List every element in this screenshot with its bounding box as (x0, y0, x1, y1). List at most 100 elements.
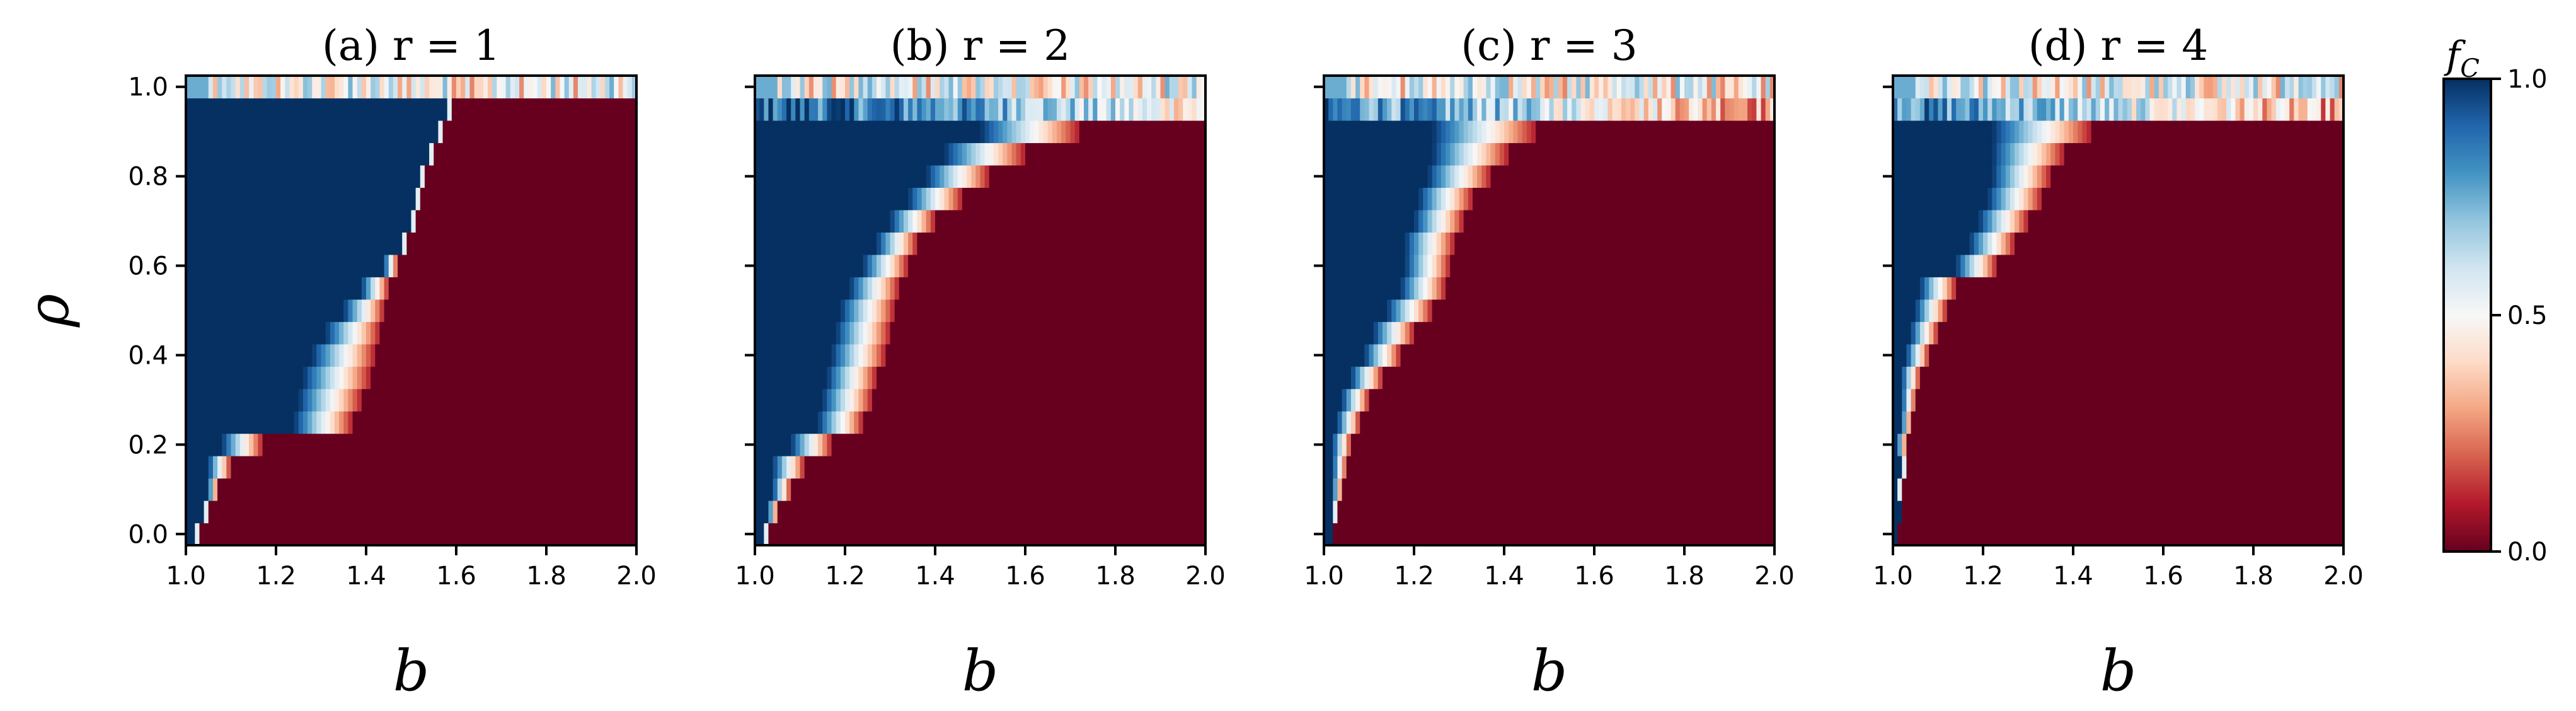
heatmap-cell (795, 388, 801, 412)
heatmap-cell (1702, 456, 1708, 479)
heatmap-cell (1576, 411, 1582, 434)
heatmap-cell (980, 433, 986, 456)
heatmap-cell (555, 277, 561, 300)
heatmap-cell (1513, 411, 1519, 434)
heatmap-cell (795, 456, 801, 479)
heatmap-cell (402, 98, 407, 121)
heatmap-cell (1747, 411, 1752, 434)
heatmap-cell (768, 366, 774, 390)
heatmap-cell (1115, 366, 1120, 390)
heatmap-cell (1342, 388, 1347, 412)
heatmap-cell (398, 98, 403, 121)
heatmap-cell (1047, 120, 1053, 144)
heatmap-cell (573, 277, 578, 300)
heatmap-cell (199, 120, 205, 144)
heatmap-cell (1160, 254, 1166, 277)
heatmap (186, 76, 637, 546)
heatmap-cell (1499, 523, 1505, 546)
heatmap-cell (989, 411, 994, 434)
heatmap-cell (1007, 142, 1013, 166)
heatmap-cell (604, 165, 610, 188)
heatmap-cell (1003, 433, 1008, 456)
heatmap-cell (1079, 120, 1084, 144)
heatmap-cell (388, 254, 394, 277)
heatmap-cell (190, 344, 195, 367)
heatmap-cell (325, 366, 331, 390)
heatmap-cell (791, 366, 796, 390)
heatmap-cell (795, 523, 801, 546)
heatmap-cell (1101, 232, 1107, 255)
heatmap-cell (357, 456, 362, 479)
heatmap-cell (434, 366, 439, 390)
heatmap-cell (800, 254, 805, 277)
heatmap-cell (1702, 411, 1708, 434)
heatmap-row (755, 388, 1206, 412)
heatmap-cell (375, 433, 381, 456)
heatmap-cell (560, 321, 565, 345)
heatmap-cell (1147, 254, 1152, 277)
heatmap-cell (854, 456, 860, 479)
heatmap-cell (406, 433, 412, 456)
heatmap-cell (456, 277, 461, 300)
heatmap-cell (424, 366, 430, 390)
heatmap-cell (912, 411, 917, 434)
heatmap-cell (564, 366, 570, 390)
heatmap-cell (627, 232, 633, 255)
heatmap-cell (474, 142, 480, 166)
heatmap-cell (1034, 209, 1040, 233)
heatmap-cell (877, 299, 882, 322)
heatmap-cell (199, 98, 205, 121)
heatmap-cell (488, 388, 493, 412)
heatmap-cell (804, 500, 810, 524)
heatmap-cell (768, 500, 774, 524)
heatmap-cell (321, 456, 326, 479)
heatmap-cell (894, 299, 900, 322)
heatmap-cell (993, 98, 999, 121)
heatmap-cell (438, 299, 444, 322)
heatmap-cell (1129, 388, 1134, 412)
heatmap-cell (461, 187, 466, 211)
heatmap-cell (849, 433, 854, 456)
heatmap-cell (1016, 165, 1021, 188)
heatmap-cell (840, 165, 846, 188)
heatmap-cell (989, 523, 994, 546)
heatmap-cell (1160, 433, 1166, 456)
heatmap-cell (366, 366, 371, 390)
heatmap-cell (1110, 478, 1116, 501)
heatmap-cell (800, 388, 805, 412)
heatmap-cell (519, 209, 524, 233)
heatmap-cell (899, 456, 904, 479)
heatmap-cell (1047, 433, 1053, 456)
heatmap-cell (244, 456, 250, 479)
heatmap-cell (1396, 478, 1401, 501)
heatmap-cell (334, 388, 340, 412)
heatmap-cell (271, 299, 277, 322)
heatmap-cell (488, 209, 493, 233)
heatmap-cell (469, 433, 475, 456)
heatmap-cell (348, 142, 354, 166)
heatmap-cell (587, 187, 592, 211)
heatmap-cell (420, 433, 425, 456)
heatmap-cell (1137, 120, 1143, 144)
heatmap-cell (759, 187, 764, 211)
heatmap-cell (1173, 277, 1179, 300)
heatmap-cell (808, 388, 814, 412)
heatmap-cell (262, 500, 268, 524)
heatmap-cell (1679, 500, 1685, 524)
heatmap-cell (212, 411, 218, 434)
heatmap-cell (827, 142, 832, 166)
heatmap-cell (1147, 366, 1152, 390)
heatmap-cell (271, 523, 277, 546)
heatmap-cell (831, 277, 837, 300)
heatmap-cell (398, 456, 403, 479)
heatmap-cell (1459, 500, 1464, 524)
heatmap-cell (967, 478, 972, 501)
heatmap-cell (239, 120, 245, 144)
heatmap-cell (1648, 411, 1653, 434)
heatmap-cell (1043, 321, 1049, 345)
heatmap-cell (609, 254, 614, 277)
heatmap-cell (199, 500, 205, 524)
heatmap-cell (1052, 388, 1057, 412)
heatmap-cell (1585, 456, 1590, 479)
heatmap-cell (768, 76, 774, 99)
